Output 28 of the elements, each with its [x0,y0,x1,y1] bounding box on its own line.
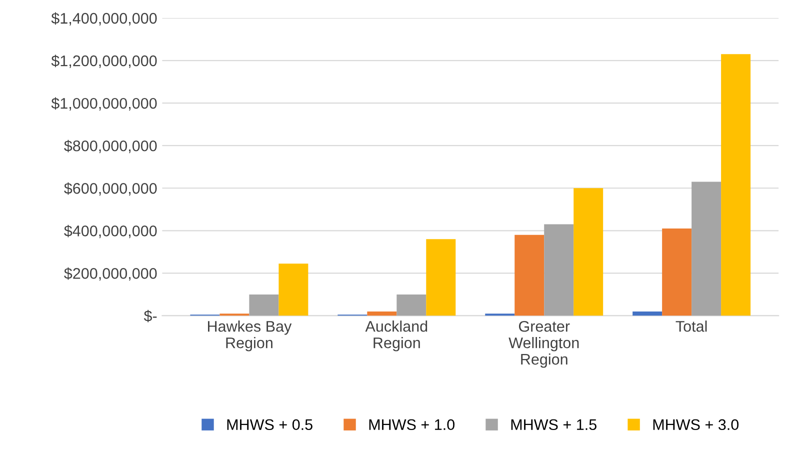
bar [692,182,722,316]
y-tick-label: $1,200,000,000 [51,54,157,68]
bar [249,294,279,316]
bar [426,239,456,316]
bar [514,234,544,316]
x-tick-label: Greater Wellington Region [508,320,579,368]
bar [721,54,751,316]
y-tick-label: $600,000,000 [64,182,157,196]
x-tick-label: Total [676,320,707,332]
x-tick-label: Hawkes Bay Region [208,320,292,352]
y-tick-label: $200,000,000 [64,267,157,281]
x-tick-label: Auckland Region [365,320,428,352]
legend-label: MHWS + 1.5 [511,419,596,430]
bar [278,264,308,316]
y-tick-label: $400,000,000 [64,224,157,238]
y-tick-label: $800,000,000 [64,140,157,154]
bar [574,188,604,316]
legend-label: MHWS + 0.5 [227,419,312,430]
bar [632,311,662,316]
bar [367,311,397,316]
bar [662,228,692,316]
y-tick-label: $1,000,000,000 [51,97,157,111]
legend-label: MHWS + 1.0 [369,419,455,430]
bar [544,224,574,316]
y-tick-label: $1,400,000,000 [51,12,157,26]
bar [396,294,426,316]
legend-label: MHWS + 3.0 [653,419,739,430]
y-tick-label: $- [144,310,157,322]
